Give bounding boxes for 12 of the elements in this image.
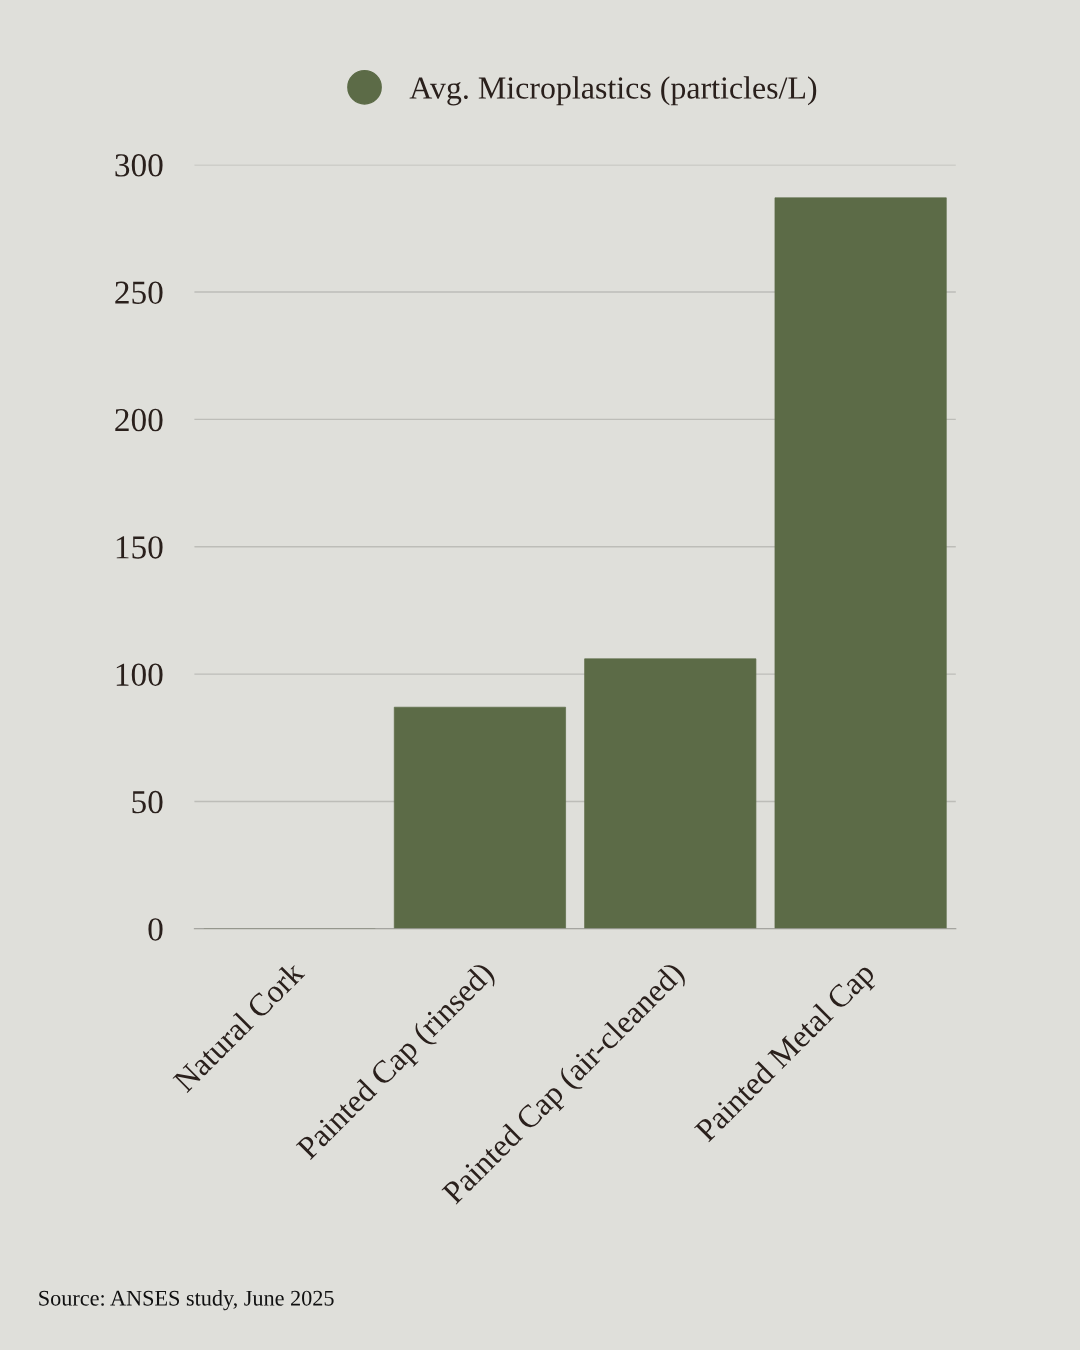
y-tick-label: 150 [116, 536, 163, 559]
y-tick-label: 300 [115, 154, 163, 177]
bar [584, 658, 757, 929]
y-tick-label: 50 [132, 790, 163, 814]
legend-label: Avg. Microplastics (particles/L) [409, 76, 817, 106]
y-tick-label: 0 [148, 918, 163, 941]
y-tick-label: 250 [115, 281, 163, 304]
bar [393, 706, 566, 929]
bar [774, 197, 947, 929]
y-tick-label: 100 [116, 663, 163, 686]
y-tick-label: 200 [115, 408, 163, 432]
source-note: Source: ANSES study, June 2025 [39, 1290, 334, 1311]
